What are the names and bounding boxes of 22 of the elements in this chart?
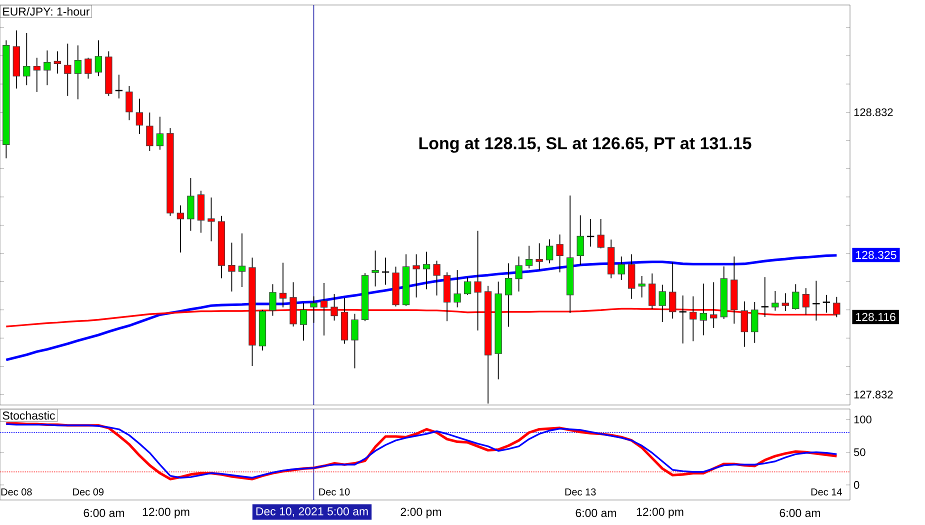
y-tick-label: 0 xyxy=(854,481,860,489)
annotation: Long at 128.15, SL at 126.65, PT at 131.15 xyxy=(419,137,752,153)
x-tick-label: Dec 10 xyxy=(319,488,350,496)
chart-title: EUR/JPY: 1-hour xyxy=(3,7,90,16)
text: 128.325 xyxy=(856,250,896,260)
y-tick-label: 128.832 xyxy=(854,108,893,116)
text: 6:00 am xyxy=(576,508,616,518)
x-tick-label: Dec 13 xyxy=(565,488,596,496)
text: 128.116 xyxy=(856,312,896,322)
x-tick-label: Dec 08 xyxy=(1,488,32,496)
text: 2:00 pm xyxy=(400,508,442,518)
text: 12:00 pm xyxy=(636,508,684,518)
chart-title: Stochastic xyxy=(2,411,55,420)
text: 6:00 am xyxy=(780,508,820,518)
y-tick-label: 127.832 xyxy=(854,390,893,398)
x-tick-label: Dec 09 xyxy=(73,488,104,496)
y-tick-label: 100 xyxy=(854,416,872,424)
text: 6:00 am xyxy=(84,508,124,518)
text: 12:00 pm xyxy=(142,508,190,518)
y-tick-label: 50 xyxy=(854,448,866,456)
text: Dec 10, 2021 5:00 am xyxy=(256,507,368,517)
x-tick-label: Dec 14 xyxy=(811,488,842,496)
